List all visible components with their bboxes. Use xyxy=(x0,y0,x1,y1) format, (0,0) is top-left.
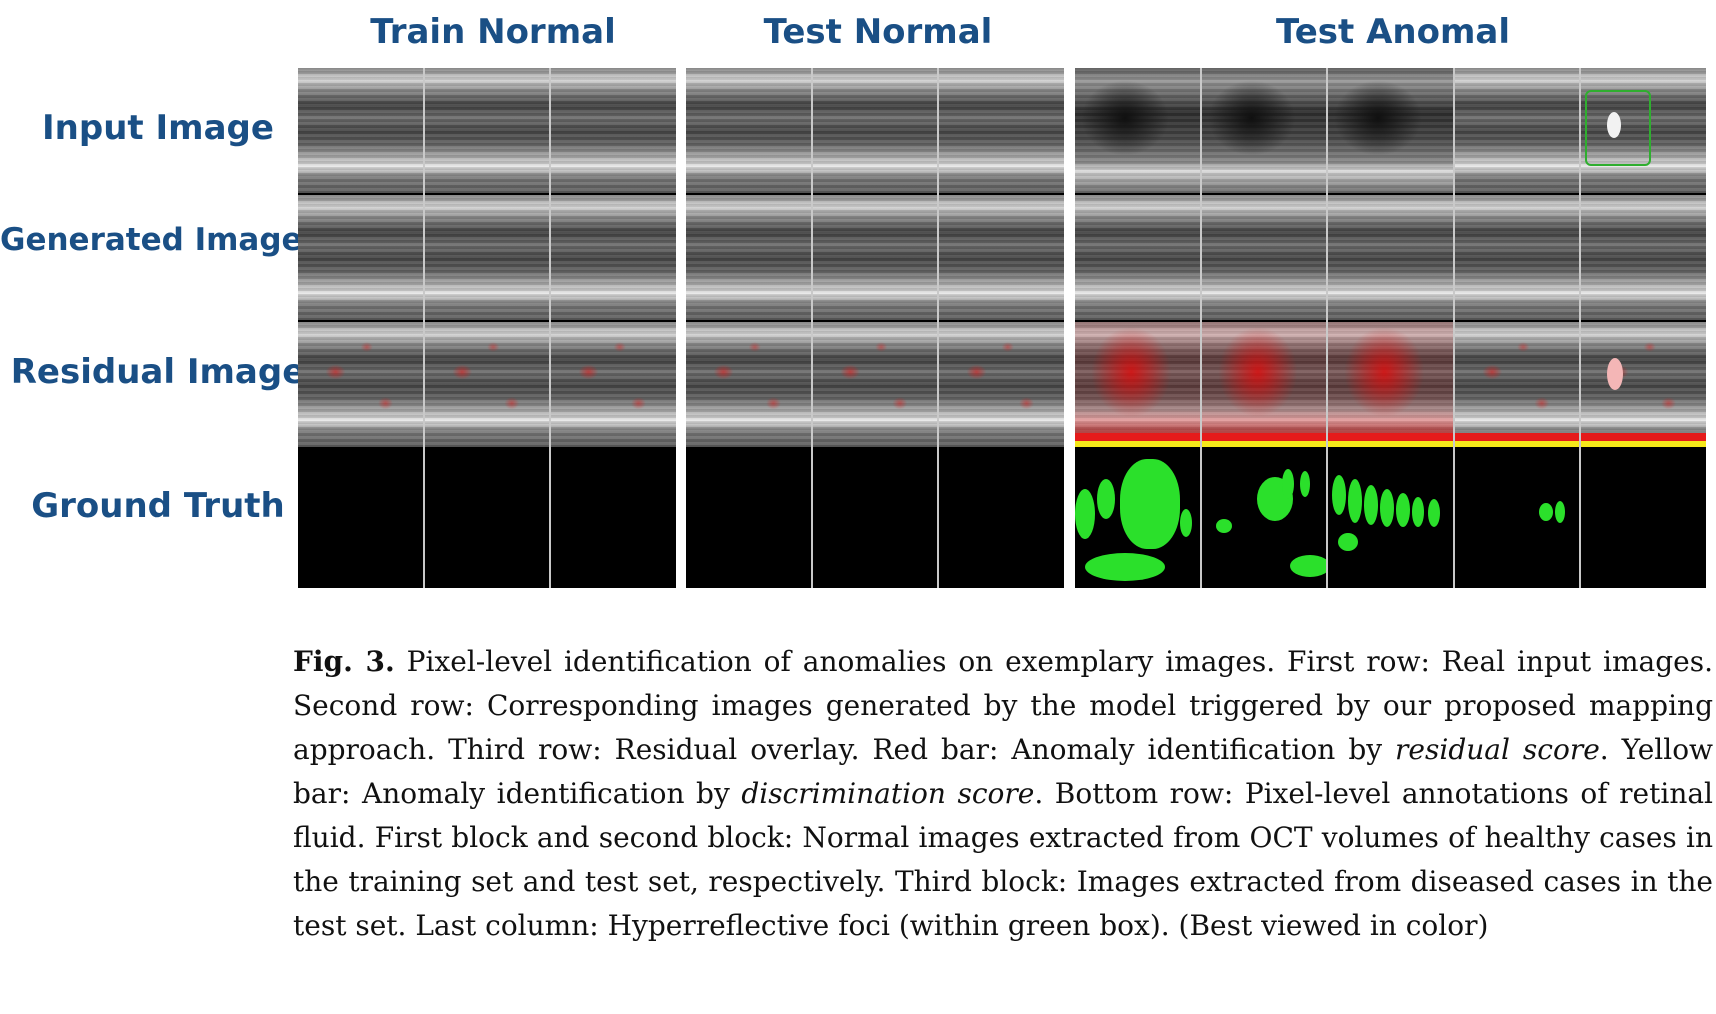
oct-residual-image xyxy=(1454,322,1580,447)
block-test-anomal xyxy=(1075,68,1706,588)
red-bar xyxy=(1581,433,1706,442)
oct-generated-image xyxy=(424,195,550,320)
oct-input-image xyxy=(939,68,1065,193)
figure-caption: Fig. 3. Pixel-level identification of an… xyxy=(293,640,1713,948)
yellow-bar xyxy=(1581,441,1706,447)
ground-truth-mask xyxy=(939,449,1065,588)
yellow-bar xyxy=(1201,441,1327,447)
test-normal-column-1 xyxy=(686,68,813,588)
oct-input-image xyxy=(1075,68,1200,193)
ground-truth-mask xyxy=(1201,449,1327,588)
oct-input-image xyxy=(298,68,423,193)
test-normal-column-3 xyxy=(939,68,1065,588)
oct-residual-image xyxy=(1075,322,1200,447)
ground-truth-mask xyxy=(1454,449,1580,588)
oct-residual-image xyxy=(1328,322,1453,447)
oct-input-image xyxy=(686,68,811,193)
oct-input-image xyxy=(551,68,677,193)
header-test-normal: Test Normal xyxy=(763,12,993,52)
caption-italic-discrimination-score: discrimination score xyxy=(741,777,1035,810)
caption-text-part-3: . Bottom row: Pixel-level annotations of… xyxy=(293,777,1713,942)
red-bar xyxy=(1454,433,1580,442)
oct-generated-image xyxy=(1075,195,1200,320)
oct-input-image xyxy=(1328,68,1453,193)
ground-truth-mask xyxy=(551,449,677,588)
row-label-residual-image: Residual Image xyxy=(10,352,306,392)
header-test-anomal: Test Anomal xyxy=(1276,12,1510,52)
oct-generated-image xyxy=(1201,195,1327,320)
red-bar xyxy=(1328,433,1453,442)
test-anomal-column-4 xyxy=(1454,68,1582,588)
oct-residual-image xyxy=(812,322,938,447)
test-anomal-column-2 xyxy=(1201,68,1329,588)
oct-generated-image xyxy=(939,195,1065,320)
oct-input-image xyxy=(812,68,938,193)
oct-input-image xyxy=(424,68,550,193)
block-test-normal xyxy=(686,68,1065,588)
oct-input-image xyxy=(1201,68,1327,193)
yellow-bar xyxy=(1075,441,1200,447)
ground-truth-mask xyxy=(1328,449,1453,588)
header-train-normal: Train Normal xyxy=(370,12,616,52)
yellow-bar xyxy=(1454,441,1580,447)
oct-residual-image xyxy=(298,322,423,447)
oct-generated-image xyxy=(686,195,811,320)
oct-generated-image xyxy=(1328,195,1453,320)
oct-input-image xyxy=(1581,68,1706,193)
row-label-ground-truth: Ground Truth xyxy=(31,486,285,526)
hyperreflective-foci-green-box xyxy=(1585,90,1652,166)
ground-truth-mask xyxy=(812,449,938,588)
test-anomal-column-1 xyxy=(1075,68,1202,588)
oct-generated-image xyxy=(812,195,938,320)
yellow-bar xyxy=(1328,441,1453,447)
train-normal-column-2 xyxy=(424,68,552,588)
ground-truth-mask xyxy=(686,449,811,588)
oct-residual-image xyxy=(1581,322,1706,447)
row-label-input-image: Input Image xyxy=(42,108,274,148)
oct-generated-image xyxy=(1581,195,1706,320)
test-anomal-column-5 xyxy=(1581,68,1706,588)
block-train-normal xyxy=(298,68,677,588)
train-normal-column-1 xyxy=(298,68,425,588)
train-normal-column-3 xyxy=(551,68,677,588)
oct-residual-image xyxy=(424,322,550,447)
red-bar xyxy=(1201,433,1327,442)
oct-residual-image xyxy=(1201,322,1327,447)
caption-italic-residual-score: residual score xyxy=(1395,733,1600,766)
row-label-generated-image: Generated Image xyxy=(0,222,303,258)
oct-residual-image xyxy=(686,322,811,447)
oct-generated-image xyxy=(551,195,677,320)
oct-input-image xyxy=(1454,68,1580,193)
oct-generated-image xyxy=(298,195,423,320)
test-normal-column-2 xyxy=(812,68,940,588)
caption-text-part-1: Pixel-level identification of anomalies … xyxy=(293,645,1713,766)
test-anomal-column-3 xyxy=(1328,68,1455,588)
caption-text-part-2: . Yellow bar: Anomaly identification by xyxy=(293,733,1714,810)
red-bar xyxy=(1075,433,1200,442)
ground-truth-mask xyxy=(298,449,423,588)
ground-truth-mask xyxy=(1075,449,1200,588)
oct-residual-image xyxy=(551,322,677,447)
oct-residual-image xyxy=(939,322,1065,447)
ground-truth-mask xyxy=(424,449,550,588)
figure-label: Fig. 3. xyxy=(293,645,395,678)
ground-truth-mask xyxy=(1581,449,1706,588)
oct-generated-image xyxy=(1454,195,1580,320)
